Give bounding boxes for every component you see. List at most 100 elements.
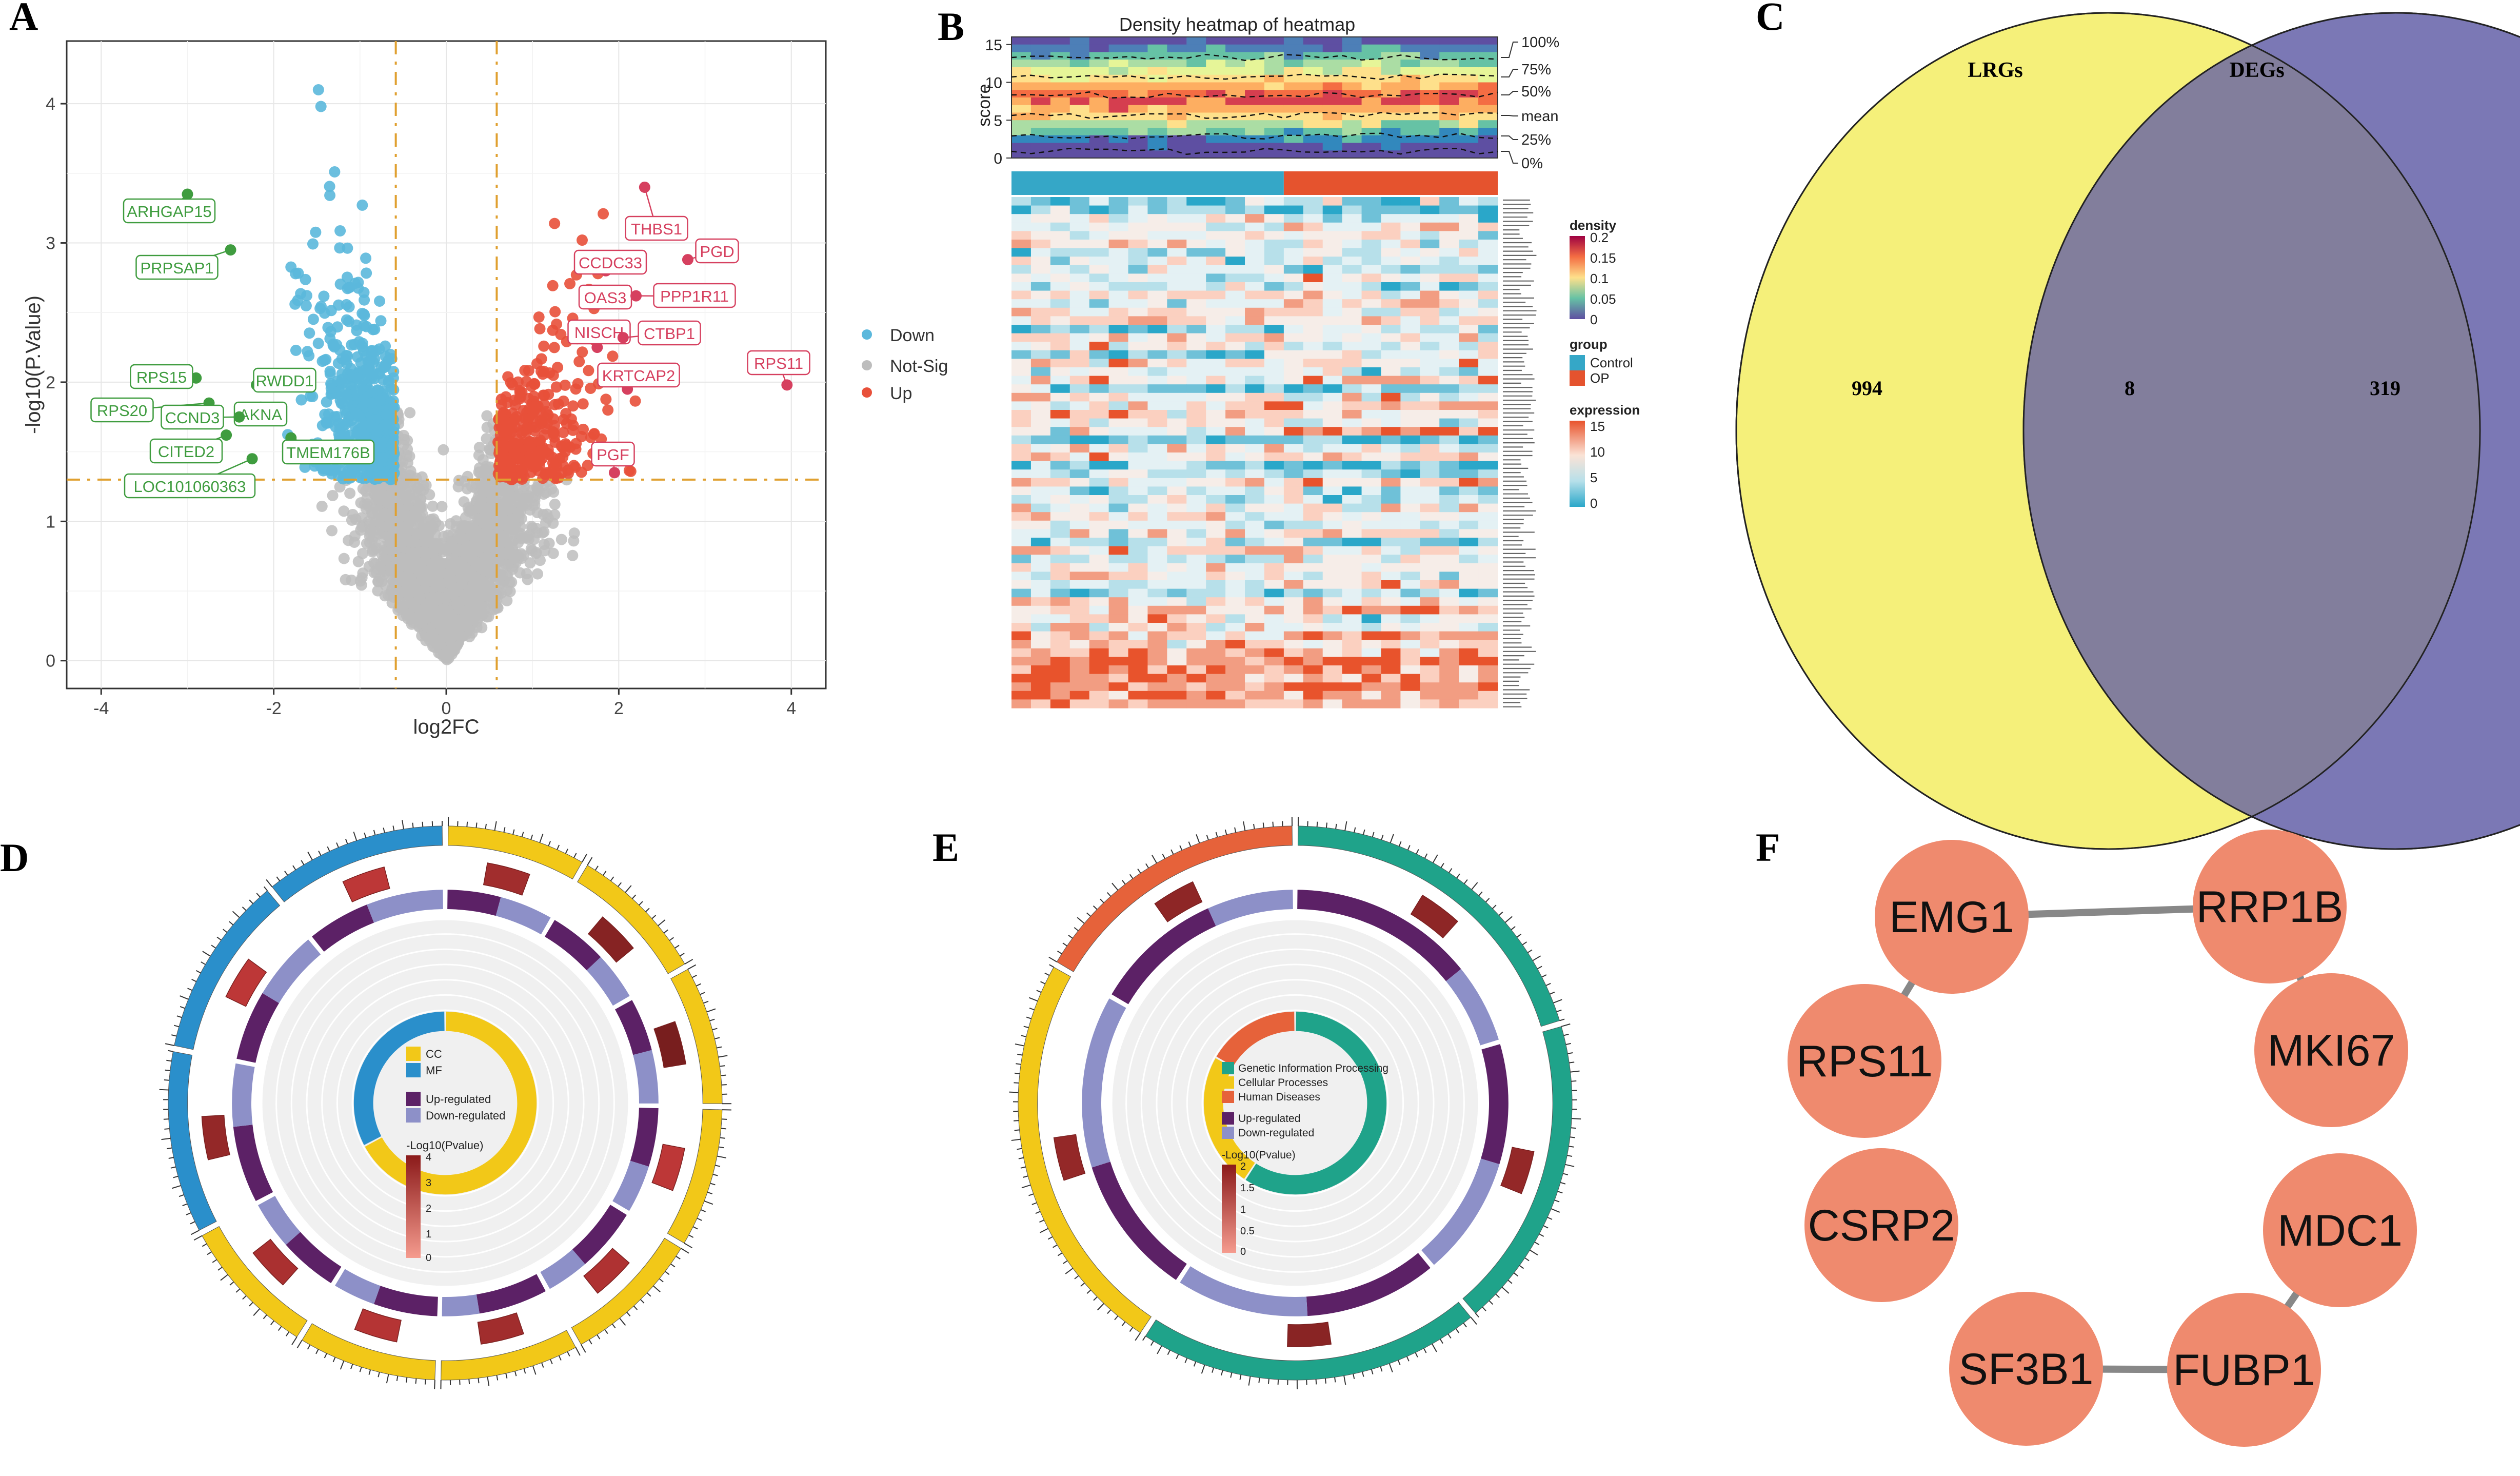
heatmap-cell <box>1283 342 1304 351</box>
heatmap-cell <box>1400 316 1420 325</box>
heatmap-cell <box>1361 359 1382 368</box>
density-cell <box>1167 128 1187 136</box>
heatmap-cell <box>1128 410 1148 419</box>
volcano-point-down <box>315 301 327 312</box>
volcano-point <box>388 576 400 587</box>
heatmap-cell <box>1264 435 1284 444</box>
heatmap-cell <box>1439 214 1459 223</box>
density-cell <box>1069 37 1090 45</box>
heatmap-cell <box>1050 299 1070 308</box>
density-cell <box>1361 60 1382 68</box>
volcano-point <box>401 608 412 620</box>
volcano-point-up <box>602 404 614 416</box>
heatmap-cell <box>1245 282 1265 291</box>
heatmap-cell <box>1478 418 1498 427</box>
density-cell <box>1342 128 1362 136</box>
volcano-point-up <box>533 446 545 458</box>
volcano-point <box>427 500 439 512</box>
heatmap-cell <box>1478 384 1498 393</box>
volcano-point <box>428 540 440 552</box>
heatmap-cell <box>1011 435 1031 444</box>
volcano-point <box>445 563 457 575</box>
volcano-point-down <box>365 419 376 430</box>
volcano-point <box>475 494 487 505</box>
heatmap-cell <box>1011 282 1031 291</box>
heatmap-cell <box>1264 410 1284 419</box>
legend-notsig-label: Not-Sig <box>890 357 948 376</box>
heatmap-cell <box>1050 316 1070 325</box>
heatmap-cell <box>1225 452 1245 462</box>
density-cell <box>1342 74 1362 83</box>
volcano-point <box>456 579 468 591</box>
volcano-point <box>433 580 445 592</box>
density-cell <box>1459 74 1479 83</box>
volcano-point-up <box>600 393 612 405</box>
density-cell <box>1264 37 1284 45</box>
volcano-point <box>426 627 438 639</box>
gene-label-up: PGD <box>700 243 734 261</box>
volcano-point-up <box>549 436 561 448</box>
heatmap-cell <box>1264 248 1284 257</box>
density-cell <box>1245 82 1265 90</box>
heatmap-cell <box>1381 282 1401 291</box>
density-cell <box>1478 143 1498 151</box>
density-cell <box>1459 67 1479 75</box>
heatmap-cell <box>1264 290 1284 300</box>
density-cell <box>1439 37 1459 45</box>
volcano-point-down <box>386 353 398 365</box>
heatmap-title: Density heatmap of heatmap <box>1119 14 1355 35</box>
gene-label-up: CCDC33 <box>579 254 642 272</box>
heatmap-cell <box>1186 222 1206 231</box>
heatmap-cell <box>1478 299 1498 308</box>
volcano-point-down <box>356 199 368 211</box>
density-cell <box>1303 74 1323 83</box>
heatmap-cell <box>1050 444 1070 453</box>
heatmap-cell <box>1264 307 1284 317</box>
heatmap-cell <box>1147 257 1167 266</box>
heatmap-cell <box>1283 214 1304 223</box>
heatmap-cell <box>1206 325 1226 334</box>
heatmap-cell <box>1264 214 1284 223</box>
heatmap-cell <box>1264 282 1284 291</box>
heatmap-cell <box>1089 205 1109 214</box>
heatmap-cell <box>1459 197 1479 206</box>
volcano-point <box>422 575 433 587</box>
heatmap-cell <box>1322 392 1343 402</box>
heatmap-cell <box>1361 265 1382 274</box>
heatmap-cell <box>1186 427 1206 436</box>
heatmap-cell <box>1225 367 1245 377</box>
density-cell <box>1225 135 1245 144</box>
density-cell <box>1206 97 1226 106</box>
heatmap-cell <box>1322 214 1343 223</box>
volcano-point-down <box>334 278 346 290</box>
labeled-point <box>233 411 245 423</box>
heatmap-cell <box>1206 401 1226 410</box>
heatmap-cell <box>1128 290 1148 300</box>
volcano-point <box>413 590 425 602</box>
heatmap-cell <box>1361 197 1382 206</box>
heatmap-cell <box>1108 248 1129 257</box>
volcano-point <box>356 572 368 584</box>
density-cell <box>1283 52 1304 60</box>
volcano-point <box>338 505 350 517</box>
heatmap-cell <box>1303 240 1323 249</box>
density-cell <box>1283 97 1304 106</box>
heatmap-cell <box>1225 350 1245 359</box>
heatmap-cell <box>1089 435 1109 444</box>
volcano-point <box>416 508 428 520</box>
volcano-point <box>453 603 465 615</box>
density-cell <box>1342 97 1362 106</box>
heatmap-cell <box>1030 410 1051 419</box>
heatmap-cell <box>1439 290 1459 300</box>
heatmap-cell <box>1245 392 1265 402</box>
heatmap-cell <box>1264 257 1284 266</box>
heatmap-cell <box>1050 342 1070 351</box>
density-cell <box>1283 37 1304 45</box>
density-cell <box>1283 128 1304 136</box>
heatmap-cell <box>1245 444 1265 453</box>
volcano-point <box>405 535 416 547</box>
density-cell <box>1264 112 1284 121</box>
heatmap-cell <box>1342 342 1362 351</box>
volcano-point-down <box>360 252 372 264</box>
heatmap-cell <box>1225 265 1245 274</box>
